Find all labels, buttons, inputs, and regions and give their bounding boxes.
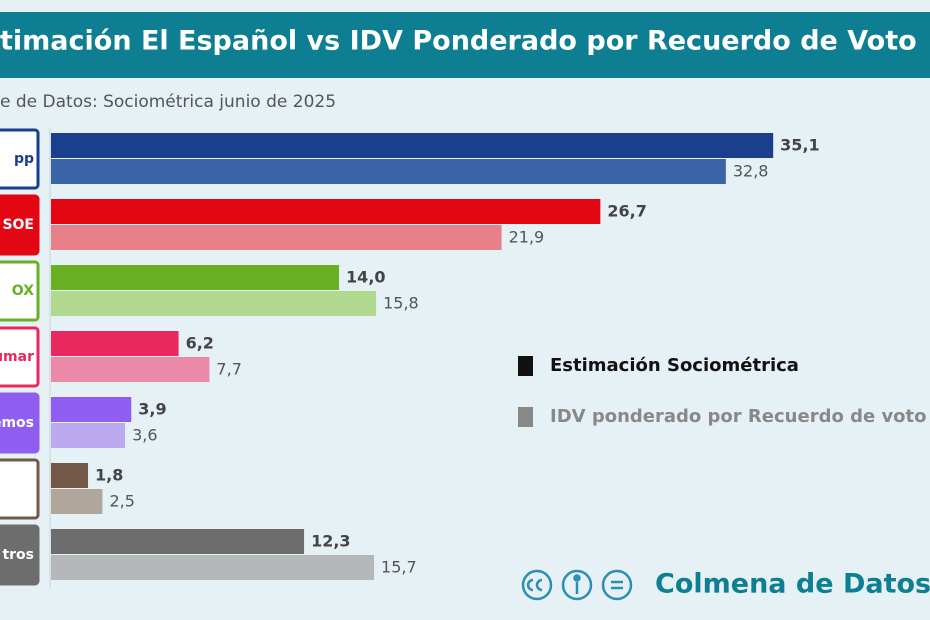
value-label: 3,9 (138, 400, 166, 419)
bar (51, 265, 340, 290)
value-label: 35,1 (780, 136, 819, 155)
bar (51, 357, 210, 382)
value-label: 3,6 (132, 426, 157, 445)
legend-swatch (518, 407, 533, 427)
bar (51, 463, 89, 488)
legend-swatch (518, 356, 533, 376)
y-tick-label: OX (12, 283, 34, 299)
legend-label: Estimación Sociométrica (550, 355, 799, 376)
y-tick-label: demos (0, 415, 34, 431)
value-label: 7,7 (216, 360, 241, 379)
party-logo (0, 326, 40, 388)
value-label: 2,5 (109, 492, 134, 511)
bar (51, 555, 375, 580)
y-tick-label: SOE (2, 217, 34, 233)
bar (51, 331, 179, 356)
chart-title: timación El Español vs IDV Ponderado por… (0, 26, 917, 57)
bar (51, 199, 601, 224)
brand: Colmena de Datos (655, 569, 930, 600)
party-logo (0, 524, 40, 586)
value-label: 15,7 (381, 558, 417, 577)
bar (51, 159, 726, 184)
license-icons (521, 569, 633, 601)
party-logo (0, 392, 40, 454)
bar (51, 291, 377, 316)
party-logo (0, 128, 40, 190)
title-bar (0, 12, 930, 78)
chart-subtitle: e de Datos: Sociométrica junio de 2025 (0, 92, 336, 112)
y-tick-label: umar (0, 349, 34, 365)
y-tick-label: pp (14, 151, 34, 167)
value-label: 1,8 (95, 466, 123, 485)
bar (51, 133, 774, 158)
bar (51, 225, 502, 250)
value-label: 21,9 (509, 228, 545, 247)
party-logo (0, 260, 40, 322)
bar (51, 423, 126, 448)
legend-label: IDV ponderado por Recuerdo de voto (550, 406, 927, 427)
y-tick-label: tros (2, 547, 34, 563)
bar (51, 489, 103, 514)
party-logo (0, 458, 40, 520)
value-label: 32,8 (733, 162, 769, 181)
value-label: 12,3 (311, 532, 350, 551)
value-label: 26,7 (607, 202, 646, 221)
value-label: 14,0 (346, 268, 385, 287)
party-logo (0, 194, 40, 256)
value-label: 6,2 (186, 334, 214, 353)
bar (51, 397, 132, 422)
value-label: 15,8 (383, 294, 419, 313)
bar (51, 529, 305, 554)
